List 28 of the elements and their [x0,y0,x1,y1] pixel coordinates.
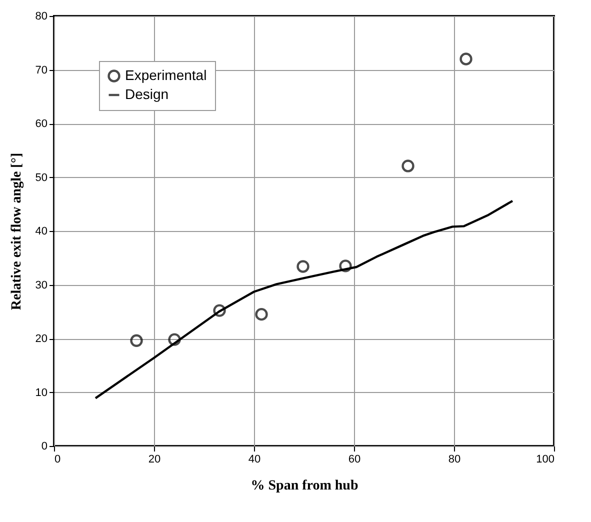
x-axis-title: % Span from hub [250,478,358,494]
y-tick-label: 10 [35,386,48,399]
point [255,308,268,321]
point [168,333,181,346]
point [296,260,310,273]
y-tick-label: 80 [35,10,48,22]
y-tick-label: 20 [35,333,48,345]
point [213,304,226,317]
x-tick-label: 0 [54,454,61,466]
x-tick-label: 80 [448,454,461,466]
y-axis-title: Relative exit flow angle [°] [9,152,24,310]
x-tick-label: 40 [248,454,261,466]
y-tick-label: 40 [35,226,48,238]
x-tick-label: 60 [348,454,361,466]
y-tick-label: 50 [35,172,48,184]
x-tick-label: 100 [536,454,554,466]
line-series [94,200,514,400]
point [402,160,414,172]
y-tick-label: 70 [35,64,48,76]
x-tick-label: 20 [148,454,161,466]
point [130,334,143,347]
y-tick-label: 60 [35,118,48,130]
legend-label: Design [125,86,169,102]
point [460,52,472,66]
legend-label: Experimental [125,67,207,83]
point [339,260,352,272]
y-tick-label: 30 [35,279,48,292]
y-tick-label: 0 [41,440,48,452]
